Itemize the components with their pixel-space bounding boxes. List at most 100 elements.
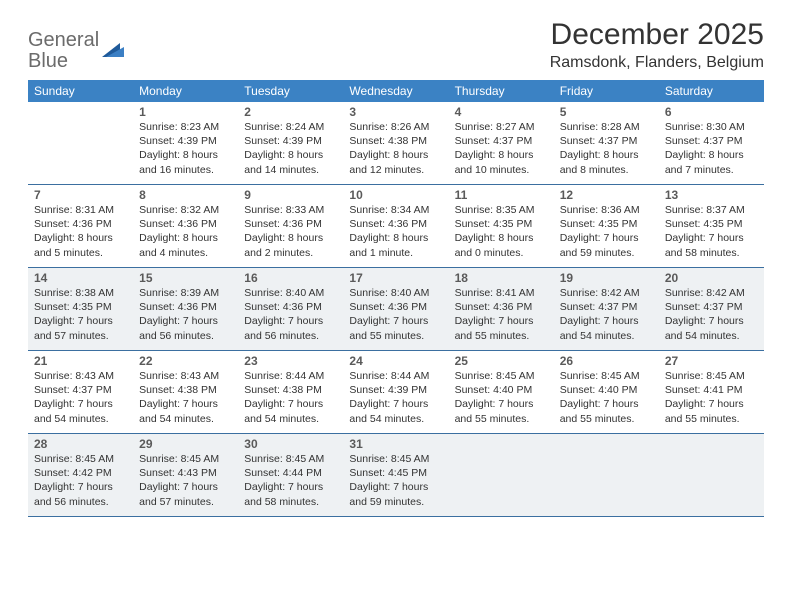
sunset-line: Sunset: 4:44 PM (244, 466, 337, 480)
daylight-line: Daylight: 8 hours and 4 minutes. (139, 231, 232, 259)
daylight-line: Daylight: 7 hours and 54 minutes. (139, 397, 232, 425)
sunset-line: Sunset: 4:36 PM (34, 217, 127, 231)
day-number: 24 (349, 354, 442, 368)
sunrise-line: Sunrise: 8:27 AM (455, 120, 548, 134)
sunrise-line: Sunrise: 8:43 AM (34, 369, 127, 383)
header: General Blue December 2025 Ramsdonk, Fla… (28, 18, 764, 72)
day-cell: 17Sunrise: 8:40 AMSunset: 4:36 PMDayligh… (343, 268, 448, 350)
dow-cell: Sunday (28, 80, 133, 102)
week-row: 7Sunrise: 8:31 AMSunset: 4:36 PMDaylight… (28, 185, 764, 268)
day-number: 29 (139, 437, 232, 451)
week-row: 1Sunrise: 8:23 AMSunset: 4:39 PMDaylight… (28, 102, 764, 185)
day-cell: 21Sunrise: 8:43 AMSunset: 4:37 PMDayligh… (28, 351, 133, 433)
day-cell: 16Sunrise: 8:40 AMSunset: 4:36 PMDayligh… (238, 268, 343, 350)
day-number: 17 (349, 271, 442, 285)
sunset-line: Sunset: 4:37 PM (560, 300, 653, 314)
week-row: 14Sunrise: 8:38 AMSunset: 4:35 PMDayligh… (28, 268, 764, 351)
weeks-container: 1Sunrise: 8:23 AMSunset: 4:39 PMDaylight… (28, 102, 764, 517)
day-cell: 31Sunrise: 8:45 AMSunset: 4:45 PMDayligh… (343, 434, 448, 516)
sunrise-line: Sunrise: 8:35 AM (455, 203, 548, 217)
day-cell: 19Sunrise: 8:42 AMSunset: 4:37 PMDayligh… (554, 268, 659, 350)
daylight-line: Daylight: 7 hours and 59 minutes. (560, 231, 653, 259)
sunrise-line: Sunrise: 8:28 AM (560, 120, 653, 134)
dow-row: SundayMondayTuesdayWednesdayThursdayFrid… (28, 80, 764, 102)
day-number: 23 (244, 354, 337, 368)
day-cell: 1Sunrise: 8:23 AMSunset: 4:39 PMDaylight… (133, 102, 238, 184)
daylight-line: Daylight: 8 hours and 10 minutes. (455, 148, 548, 176)
sunset-line: Sunset: 4:36 PM (244, 300, 337, 314)
sunset-line: Sunset: 4:39 PM (349, 383, 442, 397)
day-cell: 9Sunrise: 8:33 AMSunset: 4:36 PMDaylight… (238, 185, 343, 267)
day-number: 15 (139, 271, 232, 285)
day-number: 5 (560, 105, 653, 119)
day-cell: 6Sunrise: 8:30 AMSunset: 4:37 PMDaylight… (659, 102, 764, 184)
day-number: 25 (455, 354, 548, 368)
day-number: 14 (34, 271, 127, 285)
sunset-line: Sunset: 4:35 PM (560, 217, 653, 231)
daylight-line: Daylight: 7 hours and 55 minutes. (455, 397, 548, 425)
sunrise-line: Sunrise: 8:42 AM (560, 286, 653, 300)
day-number: 27 (665, 354, 758, 368)
location: Ramsdonk, Flanders, Belgium (550, 54, 764, 72)
day-cell: 22Sunrise: 8:43 AMSunset: 4:38 PMDayligh… (133, 351, 238, 433)
day-number: 8 (139, 188, 232, 202)
daylight-line: Daylight: 7 hours and 57 minutes. (139, 480, 232, 508)
day-cell: 2Sunrise: 8:24 AMSunset: 4:39 PMDaylight… (238, 102, 343, 184)
day-cell: 28Sunrise: 8:45 AMSunset: 4:42 PMDayligh… (28, 434, 133, 516)
day-cell: 14Sunrise: 8:38 AMSunset: 4:35 PMDayligh… (28, 268, 133, 350)
day-number: 1 (139, 105, 232, 119)
day-number: 22 (139, 354, 232, 368)
sunrise-line: Sunrise: 8:23 AM (139, 120, 232, 134)
day-cell: 13Sunrise: 8:37 AMSunset: 4:35 PMDayligh… (659, 185, 764, 267)
day-number: 13 (665, 188, 758, 202)
daylight-line: Daylight: 7 hours and 54 minutes. (665, 314, 758, 342)
day-cell (554, 434, 659, 516)
day-number: 11 (455, 188, 548, 202)
sunset-line: Sunset: 4:37 PM (665, 134, 758, 148)
dow-cell: Monday (133, 80, 238, 102)
daylight-line: Daylight: 8 hours and 12 minutes. (349, 148, 442, 176)
sunrise-line: Sunrise: 8:45 AM (349, 452, 442, 466)
sunset-line: Sunset: 4:37 PM (455, 134, 548, 148)
daylight-line: Daylight: 7 hours and 54 minutes. (349, 397, 442, 425)
daylight-line: Daylight: 7 hours and 59 minutes. (349, 480, 442, 508)
day-number: 4 (455, 105, 548, 119)
day-cell: 12Sunrise: 8:36 AMSunset: 4:35 PMDayligh… (554, 185, 659, 267)
day-number: 31 (349, 437, 442, 451)
day-number: 18 (455, 271, 548, 285)
dow-cell: Friday (554, 80, 659, 102)
sunset-line: Sunset: 4:36 PM (244, 217, 337, 231)
day-number: 2 (244, 105, 337, 119)
sunset-line: Sunset: 4:40 PM (560, 383, 653, 397)
day-cell: 24Sunrise: 8:44 AMSunset: 4:39 PMDayligh… (343, 351, 448, 433)
sunrise-line: Sunrise: 8:45 AM (244, 452, 337, 466)
dow-cell: Tuesday (238, 80, 343, 102)
logo: General Blue (28, 30, 124, 72)
sunset-line: Sunset: 4:35 PM (665, 217, 758, 231)
sunrise-line: Sunrise: 8:33 AM (244, 203, 337, 217)
day-number: 19 (560, 271, 653, 285)
sunset-line: Sunset: 4:41 PM (665, 383, 758, 397)
sunrise-line: Sunrise: 8:39 AM (139, 286, 232, 300)
daylight-line: Daylight: 7 hours and 54 minutes. (34, 397, 127, 425)
dow-cell: Wednesday (343, 80, 448, 102)
sunset-line: Sunset: 4:35 PM (34, 300, 127, 314)
sunset-line: Sunset: 4:37 PM (560, 134, 653, 148)
daylight-line: Daylight: 7 hours and 55 minutes. (455, 314, 548, 342)
day-cell: 10Sunrise: 8:34 AMSunset: 4:36 PMDayligh… (343, 185, 448, 267)
day-number: 6 (665, 105, 758, 119)
daylight-line: Daylight: 7 hours and 54 minutes. (560, 314, 653, 342)
calendar: SundayMondayTuesdayWednesdayThursdayFrid… (28, 80, 764, 517)
sunrise-line: Sunrise: 8:40 AM (244, 286, 337, 300)
day-cell: 20Sunrise: 8:42 AMSunset: 4:37 PMDayligh… (659, 268, 764, 350)
daylight-line: Daylight: 8 hours and 16 minutes. (139, 148, 232, 176)
sunrise-line: Sunrise: 8:31 AM (34, 203, 127, 217)
sunset-line: Sunset: 4:36 PM (349, 300, 442, 314)
daylight-line: Daylight: 7 hours and 56 minutes. (244, 314, 337, 342)
day-number: 7 (34, 188, 127, 202)
day-cell (28, 102, 133, 184)
sunrise-line: Sunrise: 8:45 AM (665, 369, 758, 383)
logo-word1: General (28, 29, 99, 51)
sunset-line: Sunset: 4:38 PM (349, 134, 442, 148)
week-row: 28Sunrise: 8:45 AMSunset: 4:42 PMDayligh… (28, 434, 764, 517)
